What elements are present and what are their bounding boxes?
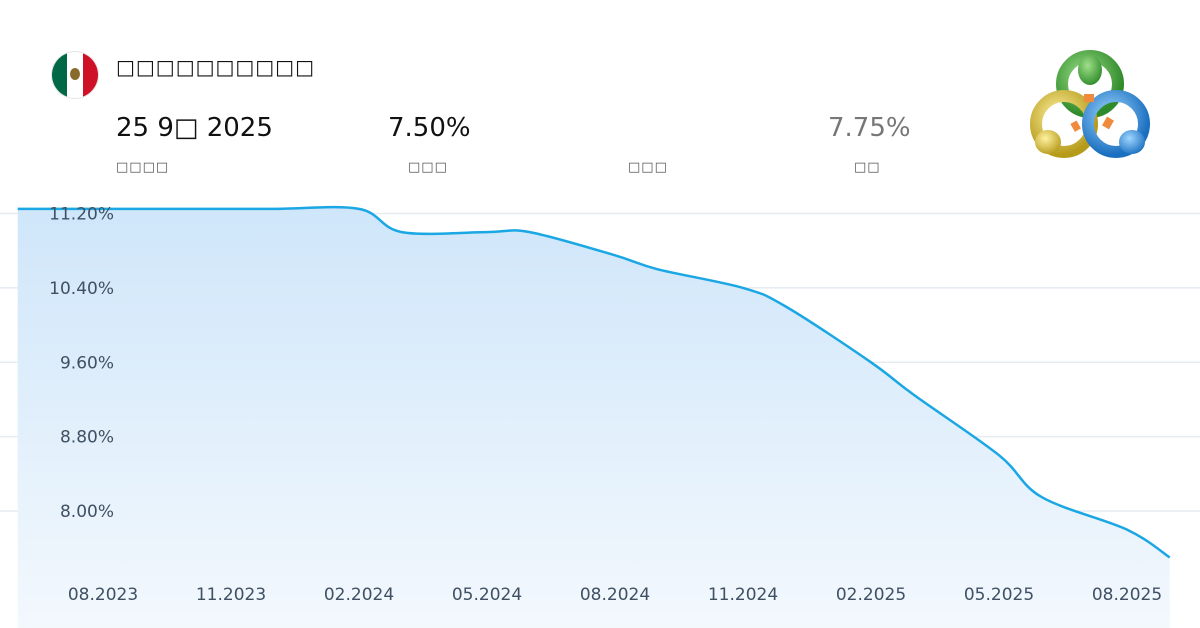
actual-value: 7.50%: [388, 113, 471, 143]
x-tick-label: 08.2023: [68, 585, 138, 605]
page-title: □□□□□□□□□□: [116, 55, 315, 79]
actual-label: □□□: [408, 160, 448, 175]
x-tick-label: 11.2024: [708, 585, 778, 605]
mexico-flag-icon: [52, 52, 98, 98]
y-tick-label: 11.20%: [49, 205, 114, 225]
forecast-label: □□□: [628, 160, 668, 175]
x-tick-label: 11.2023: [196, 585, 266, 605]
area-fill: [17, 207, 1170, 628]
metatrader-logo-icon: [1030, 50, 1150, 158]
x-tick-label: 05.2024: [452, 585, 522, 605]
release-date-value: 25 9□ 2025: [116, 113, 273, 143]
y-tick-label: 8.80%: [60, 428, 114, 448]
x-tick-label: 02.2024: [324, 585, 394, 605]
x-tick-label: 05.2025: [964, 585, 1034, 605]
x-tick-label: 08.2025: [1092, 585, 1162, 605]
release-date-label: □□□□: [116, 160, 170, 175]
series-line: [17, 205, 1171, 559]
x-tick-label: 02.2025: [836, 585, 906, 605]
y-tick-label: 9.60%: [60, 353, 114, 373]
y-tick-label: 8.00%: [60, 502, 114, 522]
y-tick-label: 10.40%: [49, 279, 114, 299]
x-tick-label: 08.2024: [580, 585, 650, 605]
previous-label: □□: [854, 160, 881, 175]
previous-value: 7.75%: [828, 113, 911, 143]
